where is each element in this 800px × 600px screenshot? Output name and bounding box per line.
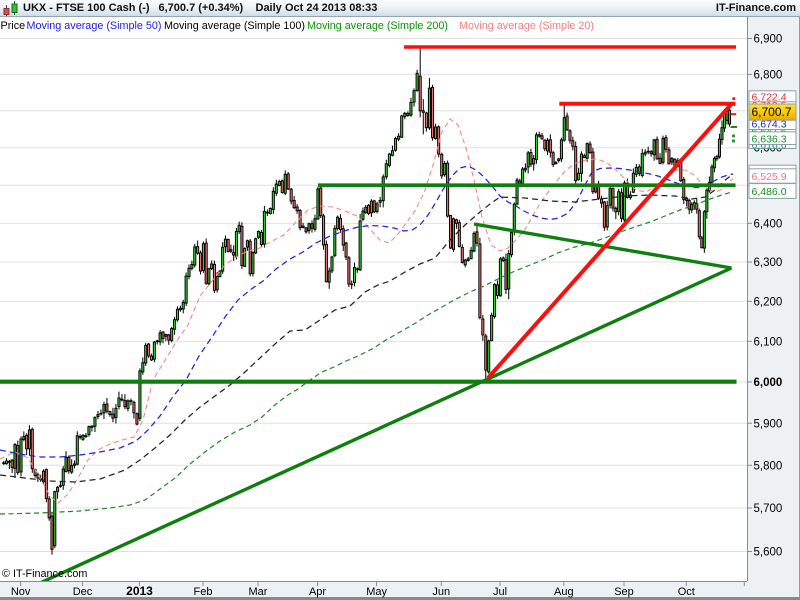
svg-text:2013: 2013 — [126, 584, 153, 598]
svg-text:6,525.9: 6,525.9 — [752, 171, 787, 183]
svg-text:Jun: Jun — [432, 586, 450, 598]
svg-text:6,674.3: 6,674.3 — [752, 118, 787, 130]
svg-text:May: May — [366, 586, 387, 598]
svg-text:Feb: Feb — [194, 586, 213, 598]
svg-text:Mar: Mar — [249, 586, 268, 598]
svg-text:6,722.4: 6,722.4 — [752, 91, 787, 103]
svg-text:Apr: Apr — [309, 586, 326, 598]
svg-text:6,200: 6,200 — [754, 296, 783, 308]
svg-text:6,636.3: 6,636.3 — [752, 133, 787, 145]
svg-text:5,600: 5,600 — [754, 546, 783, 558]
svg-text:5,700: 5,700 — [754, 503, 783, 515]
svg-text:Oct: Oct — [678, 586, 695, 598]
svg-text:Aug: Aug — [554, 586, 574, 598]
svg-text:6,400: 6,400 — [754, 218, 783, 230]
svg-text:6,700.7: 6,700.7 — [752, 105, 792, 119]
svg-text:6,100: 6,100 — [754, 336, 783, 348]
svg-text:Nov: Nov — [11, 586, 31, 598]
svg-text:6,000: 6,000 — [754, 377, 783, 389]
svg-text:Sep: Sep — [614, 586, 634, 598]
svg-text:5,800: 5,800 — [754, 460, 783, 472]
svg-text:5,900: 5,900 — [754, 418, 783, 430]
svg-text:Jul: Jul — [493, 586, 507, 598]
svg-text:6,900: 6,900 — [754, 34, 783, 46]
svg-text:6,486.0: 6,486.0 — [752, 186, 787, 198]
svg-text:6,800: 6,800 — [754, 69, 783, 81]
svg-text:Dec: Dec — [73, 586, 93, 598]
svg-text:© IT-Finance.com: © IT-Finance.com — [2, 568, 87, 580]
svg-text:6,300: 6,300 — [754, 257, 783, 269]
